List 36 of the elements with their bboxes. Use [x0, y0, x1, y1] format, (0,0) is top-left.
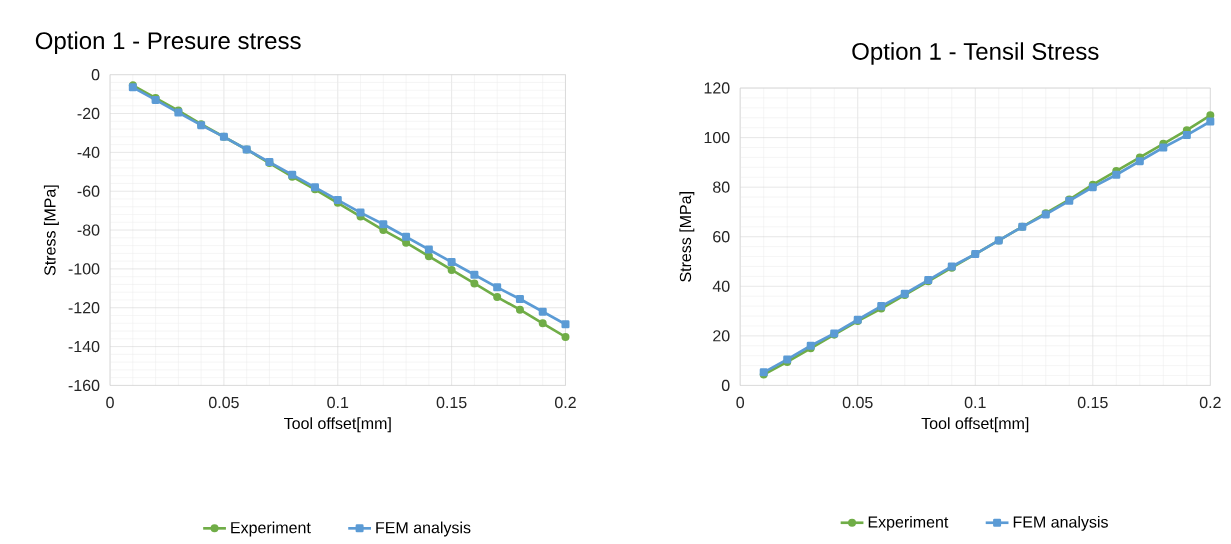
x-tick-label: 0: [736, 396, 745, 409]
x-tick-label: 0.1: [327, 396, 349, 409]
x-tick-label: 0.2: [555, 396, 576, 409]
x-tick-label: 0.05: [842, 396, 873, 409]
y-tick-label: -20: [77, 107, 100, 120]
x-tick-label: 0.15: [1077, 396, 1108, 409]
y-tick-label: -120: [68, 302, 100, 314]
y-tick-label: 20: [713, 330, 730, 342]
y-tick-label: 0: [91, 68, 100, 81]
y-tick-label: -60: [77, 185, 100, 197]
x-tick-label: 0.1: [964, 396, 986, 409]
y-axis-title: Stress [MPa]: [679, 192, 695, 282]
y-tick-label: 120: [704, 82, 730, 94]
x-tick-label: 0.15: [436, 396, 467, 409]
chart-title: Option 1 - Presure stress: [35, 31, 301, 54]
y-tick-label: -160: [68, 379, 100, 392]
y-tick-label: -40: [77, 146, 100, 158]
y-tick-label: 60: [713, 231, 730, 243]
y-tick-label: -140: [68, 340, 100, 353]
x-tick-label: 0: [106, 396, 114, 409]
legend-label: Experiment: [868, 515, 949, 531]
x-axis-title: Tool offset[mm]: [284, 417, 391, 433]
chart-title: Option 1 - Tensil Stress: [852, 42, 1099, 65]
y-tick-label: 100: [704, 131, 730, 144]
legend-label: FEM analysis: [1013, 515, 1108, 531]
legend-label: Experiment: [231, 521, 311, 537]
legend-label: FEM analysis: [376, 521, 471, 537]
y-axis-title: Stress [MPa]: [43, 185, 59, 276]
x-axis-title: Tool offset[mm]: [921, 417, 1029, 433]
x-tick-label: 0.2: [1199, 396, 1221, 409]
y-tick-label: 40: [712, 280, 730, 292]
x-tick-label: 0.05: [208, 396, 239, 409]
y-tick-label: -100: [68, 263, 100, 275]
y-tick-label: 80: [713, 181, 730, 193]
y-tick-label: -80: [77, 224, 100, 236]
y-tick-label: 0: [721, 379, 730, 392]
